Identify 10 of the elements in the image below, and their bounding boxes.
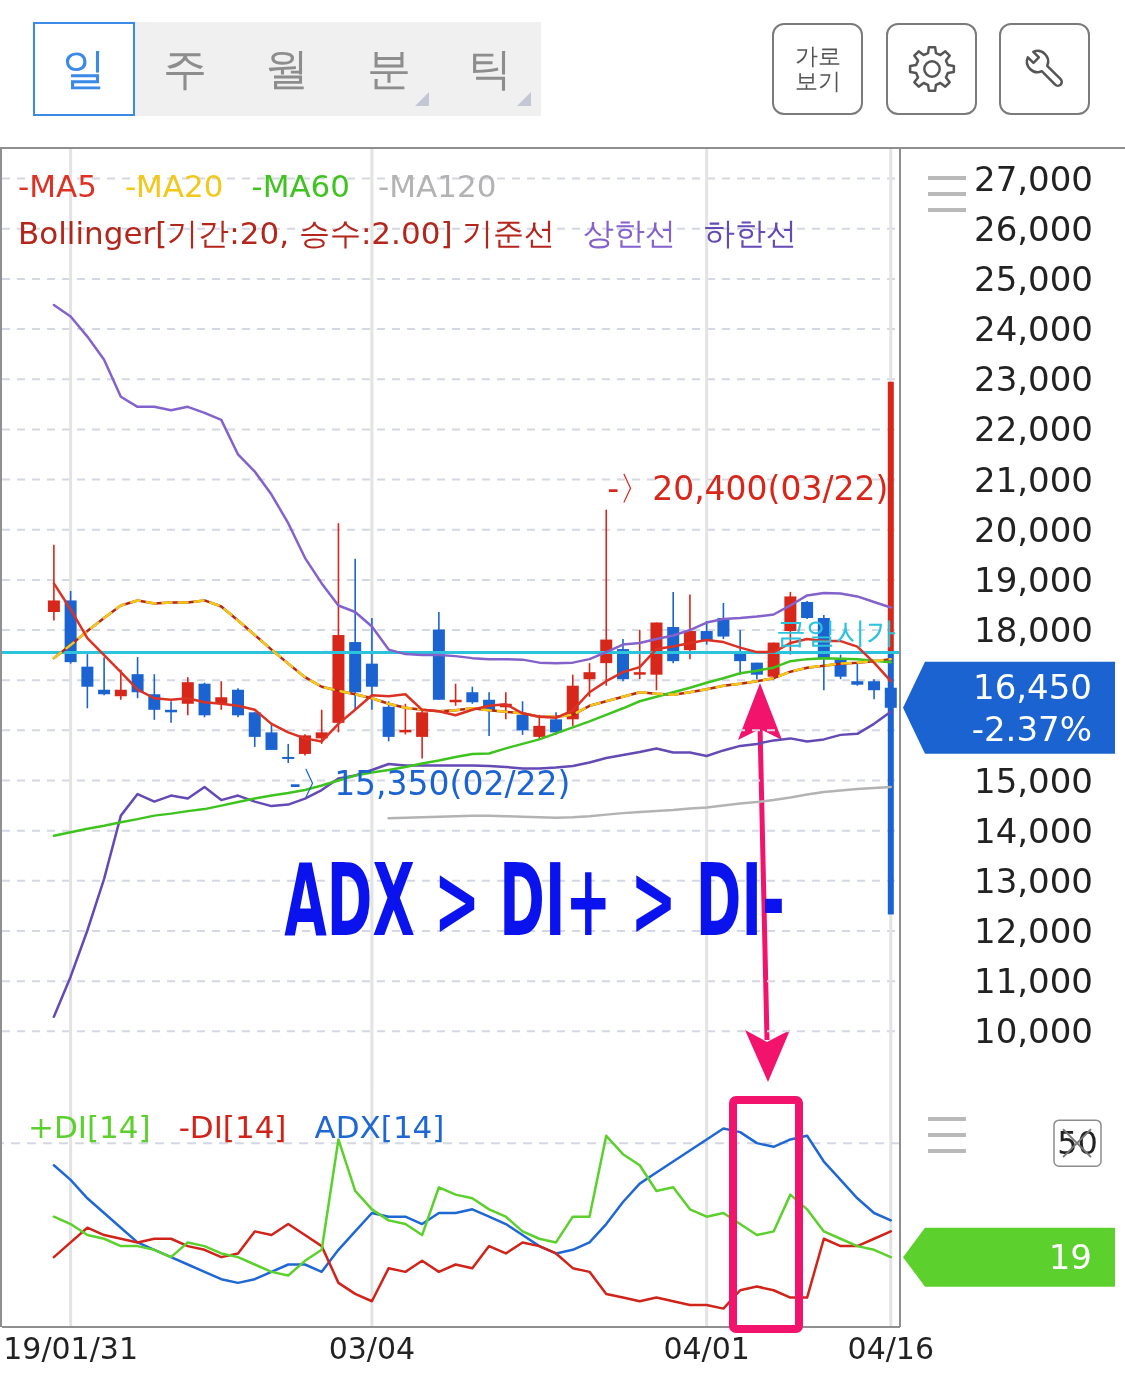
y-tick-label: 19 (1048, 1237, 1092, 1278)
landscape-view-button: 가로 보기 (772, 23, 863, 115)
tab-bar: 일 주 월 분 틱 (33, 22, 541, 116)
text: +DI[14] (28, 1108, 151, 1147)
text: -DI[14] (178, 1108, 287, 1147)
x-tick-label: 04/16 (847, 1330, 935, 1366)
x-tick-label: 03/04 (328, 1330, 416, 1366)
x-tick-label: 04/01 (663, 1330, 750, 1366)
x-tick-label: 19/01/31 (3, 1330, 138, 1366)
text: ADX[14] (314, 1108, 445, 1147)
